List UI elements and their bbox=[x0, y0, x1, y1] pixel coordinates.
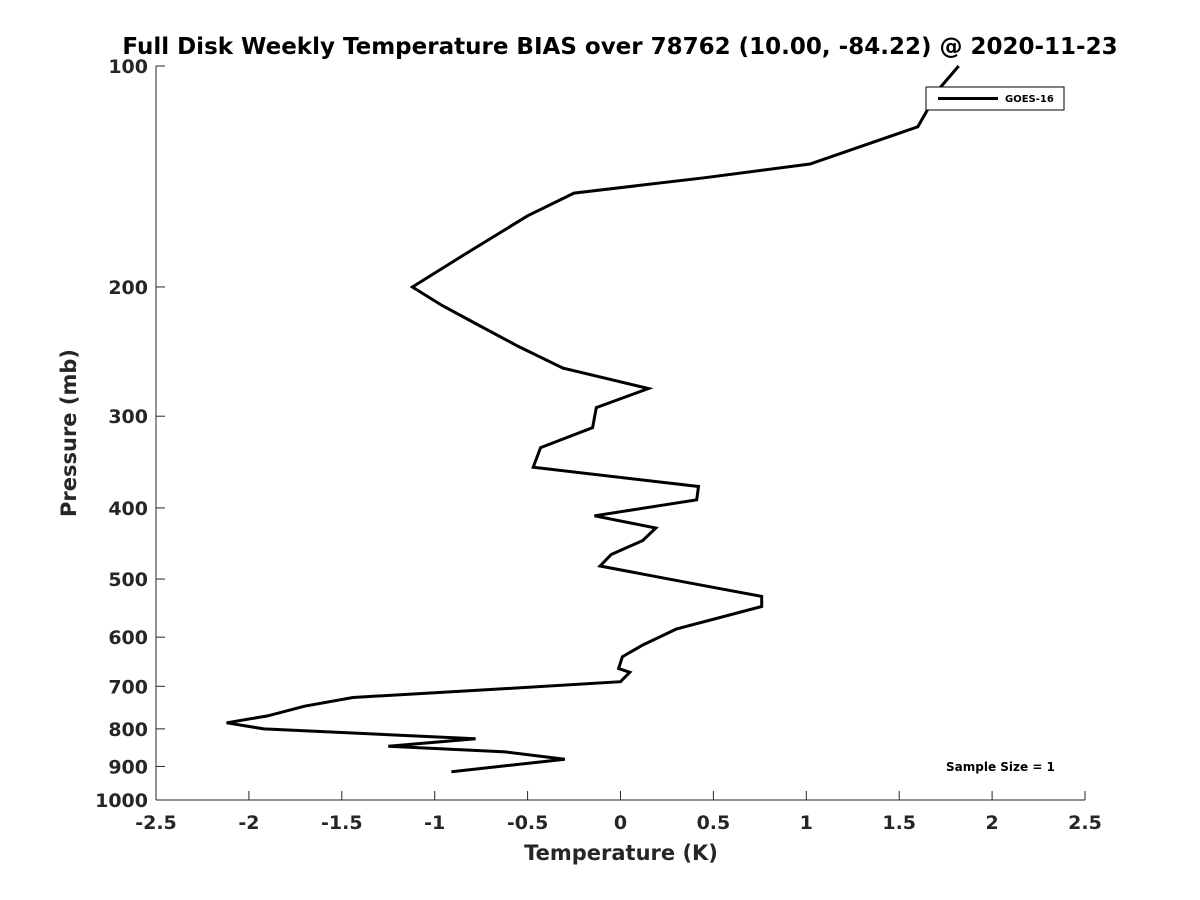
x-tick-label: 0.5 bbox=[697, 812, 731, 834]
x-tick-label: 1.5 bbox=[882, 812, 916, 834]
y-axis-label: Pressure (mb) bbox=[57, 349, 81, 517]
y-tick-label: 300 bbox=[108, 406, 148, 428]
y-tick-label: 900 bbox=[108, 756, 148, 778]
x-axis-label: Temperature (K) bbox=[524, 841, 718, 865]
x-tick-label: 0 bbox=[614, 812, 627, 834]
legend-label-goes-16: GOES-16 bbox=[1005, 94, 1054, 105]
x-tick-label: 2.5 bbox=[1068, 812, 1102, 834]
y-tick-label: 100 bbox=[108, 56, 148, 78]
x-tick-label: -1 bbox=[424, 812, 445, 834]
y-tick-label: 200 bbox=[108, 277, 148, 299]
series-lines bbox=[226, 65, 960, 774]
y-tick-label: 500 bbox=[108, 569, 148, 591]
x-tick-label: -1.5 bbox=[321, 812, 363, 834]
x-axis-ticks: -2.5 -2 -1.5 -1 -0.5 0 0.5 1 1.5 2 2.5 bbox=[135, 791, 1102, 834]
y-tick-label: 600 bbox=[108, 627, 148, 649]
x-tick-label: -2.5 bbox=[135, 812, 177, 834]
plot-axes bbox=[155, 66, 1085, 801]
x-tick-label: -2 bbox=[238, 812, 259, 834]
x-tick-label: -0.5 bbox=[507, 812, 549, 834]
y-tick-label: 800 bbox=[108, 719, 148, 741]
x-tick-label: 1 bbox=[800, 812, 813, 834]
y-tick-label: 400 bbox=[108, 498, 148, 520]
x-tick-label: 2 bbox=[985, 812, 998, 834]
series-line-goes-16 bbox=[226, 65, 960, 774]
y-tick-label: 700 bbox=[108, 676, 148, 698]
y-tick-label: 1000 bbox=[95, 790, 148, 812]
legend: GOES-16 bbox=[925, 86, 1065, 111]
sample-size-annotation: Sample Size = 1 bbox=[946, 760, 1055, 774]
y-axis-ticks: 100 200 300 400 500 600 700 800 900 1000 bbox=[95, 56, 165, 812]
chart-title: Full Disk Weekly Temperature BIAS over 7… bbox=[122, 34, 1117, 60]
